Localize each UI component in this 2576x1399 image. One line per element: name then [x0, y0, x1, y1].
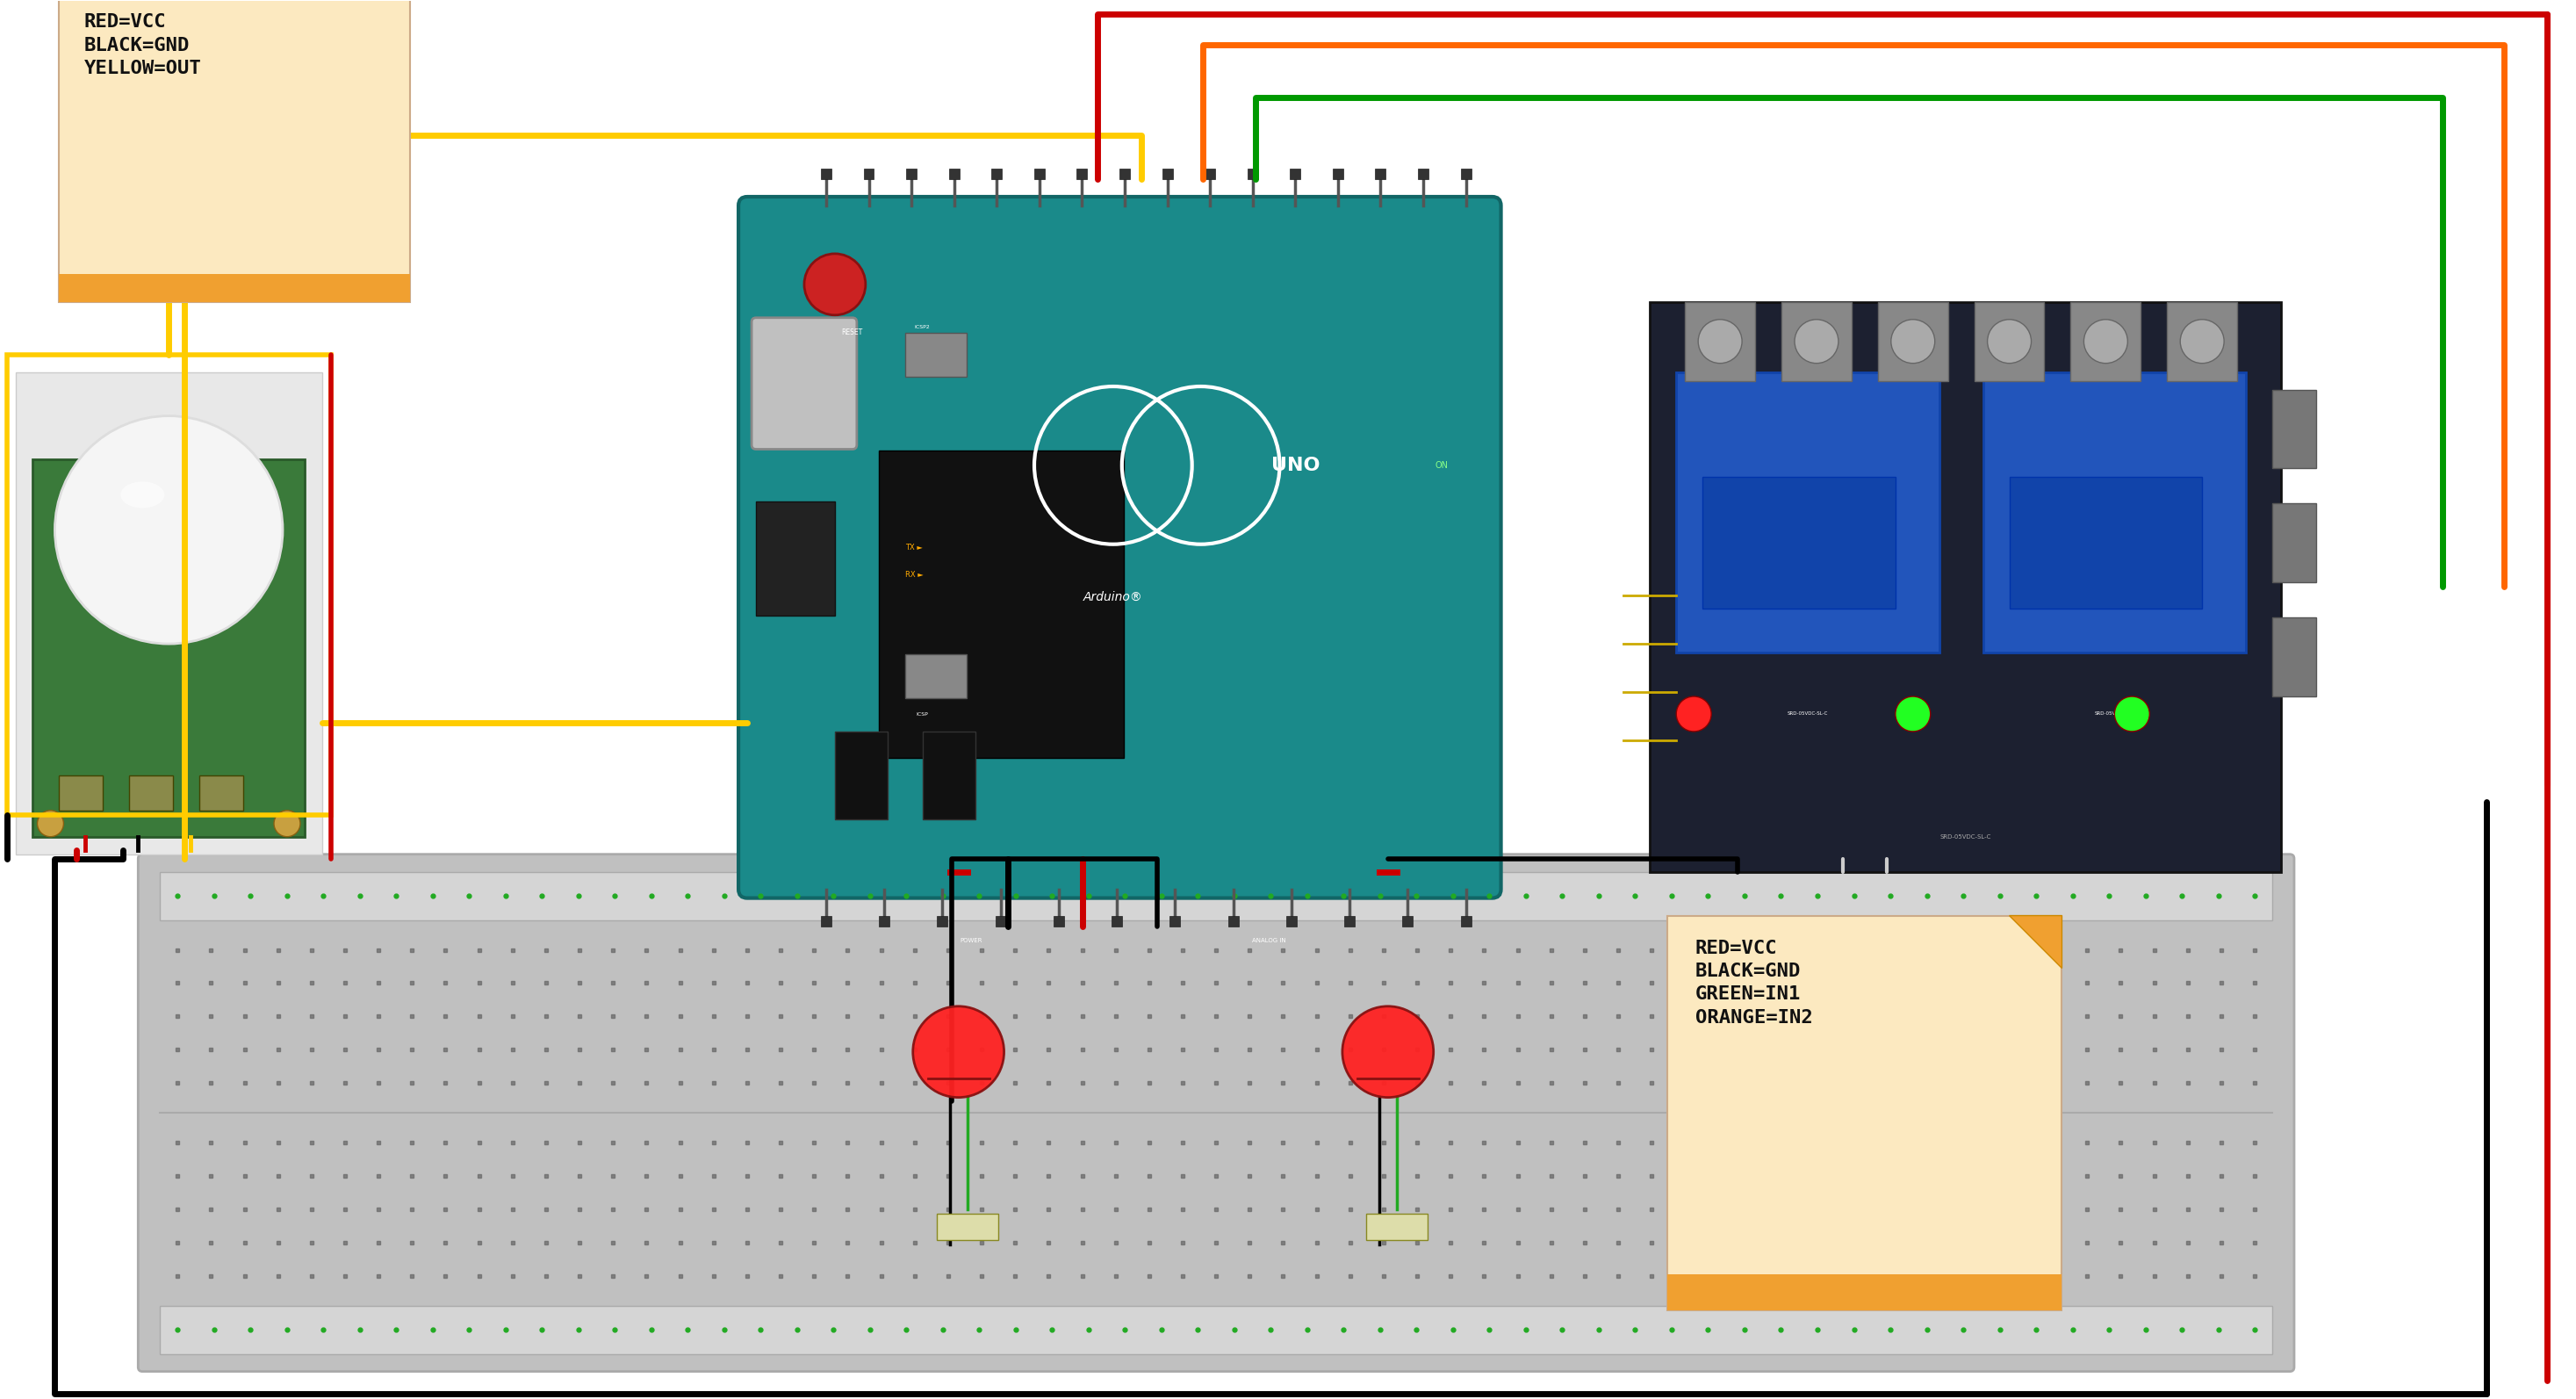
Ellipse shape: [121, 481, 165, 508]
Text: ICSP: ICSP: [917, 712, 927, 716]
Text: SRD-05VDC-SL-C: SRD-05VDC-SL-C: [2094, 712, 2136, 716]
Circle shape: [36, 810, 64, 837]
Circle shape: [54, 416, 283, 644]
Bar: [822, 915, 832, 926]
Bar: [1783, 302, 1852, 381]
Bar: [938, 915, 948, 926]
Text: POWER: POWER: [958, 937, 981, 943]
Bar: [822, 169, 832, 179]
Circle shape: [1896, 697, 1929, 732]
Bar: [1685, 302, 1754, 381]
Bar: [2009, 477, 2202, 609]
Bar: [2272, 617, 2316, 697]
Bar: [904, 653, 966, 698]
Bar: [1461, 915, 1471, 926]
FancyBboxPatch shape: [739, 197, 1502, 898]
Bar: [1878, 302, 1947, 381]
Polygon shape: [2009, 915, 2061, 968]
Circle shape: [1677, 697, 1710, 732]
Bar: [992, 169, 1002, 179]
Bar: [878, 915, 889, 926]
Bar: [1345, 915, 1355, 926]
Bar: [907, 169, 917, 179]
Bar: [1417, 169, 1430, 179]
Bar: [2272, 504, 2316, 582]
Bar: [129, 775, 173, 810]
Bar: [1376, 169, 1386, 179]
Bar: [1677, 372, 1940, 652]
Circle shape: [1989, 319, 2032, 364]
Bar: [1206, 169, 1216, 179]
Circle shape: [912, 1006, 1005, 1097]
Text: ICSP2: ICSP2: [914, 325, 930, 329]
Bar: [878, 450, 1123, 758]
Bar: [938, 1214, 997, 1241]
Text: ON: ON: [1435, 460, 1448, 470]
Bar: [59, 274, 410, 302]
Bar: [1651, 302, 2280, 872]
Text: Arduino®: Arduino®: [1084, 590, 1144, 603]
Text: TX ►: TX ►: [904, 543, 922, 551]
Bar: [1247, 169, 1257, 179]
Text: ANALOG IN: ANALOG IN: [1252, 937, 1285, 943]
Bar: [8, 354, 330, 814]
Bar: [2166, 302, 2236, 381]
Circle shape: [1795, 319, 1839, 364]
Bar: [1113, 915, 1123, 926]
Bar: [160, 872, 2272, 921]
Bar: [1401, 915, 1414, 926]
Bar: [59, 0, 410, 302]
Bar: [948, 169, 958, 179]
Bar: [1667, 1274, 2061, 1309]
Bar: [863, 169, 873, 179]
Bar: [994, 915, 1005, 926]
Bar: [1054, 915, 1064, 926]
Bar: [1229, 915, 1239, 926]
Bar: [1033, 169, 1046, 179]
Bar: [1973, 302, 2045, 381]
Bar: [1285, 915, 1296, 926]
Circle shape: [1342, 1006, 1432, 1097]
Circle shape: [2084, 319, 2128, 364]
Bar: [15, 372, 322, 855]
Bar: [1291, 169, 1301, 179]
Bar: [1984, 372, 2246, 652]
Circle shape: [2179, 319, 2223, 364]
Bar: [59, 775, 103, 810]
Circle shape: [1891, 319, 1935, 364]
Bar: [33, 460, 304, 837]
Circle shape: [804, 253, 866, 315]
Bar: [160, 1305, 2272, 1354]
Bar: [1170, 915, 1180, 926]
Bar: [1365, 1214, 1427, 1241]
Text: UNO: UNO: [1270, 456, 1319, 474]
Bar: [922, 732, 976, 820]
Bar: [1162, 169, 1172, 179]
Text: RED=VCC
BLACK=GND
GREEN=IN1
ORANGE=IN2: RED=VCC BLACK=GND GREEN=IN1 ORANGE=IN2: [1695, 939, 1814, 1027]
Bar: [1121, 169, 1131, 179]
Bar: [1703, 477, 1896, 609]
Text: RX ►: RX ►: [904, 571, 922, 579]
Text: SRD-05VDC-SL-C: SRD-05VDC-SL-C: [1788, 712, 1829, 716]
Text: RED=VCC
BLACK=GND
YELLOW=OUT: RED=VCC BLACK=GND YELLOW=OUT: [85, 14, 201, 77]
Circle shape: [273, 810, 301, 837]
Bar: [1461, 169, 1471, 179]
Bar: [904, 333, 966, 376]
Bar: [1077, 169, 1087, 179]
Bar: [755, 502, 835, 616]
FancyBboxPatch shape: [139, 855, 2295, 1371]
Bar: [1332, 169, 1342, 179]
Bar: [2071, 302, 2141, 381]
Circle shape: [2115, 697, 2148, 732]
Bar: [835, 732, 889, 820]
Bar: [1667, 915, 2061, 1309]
Bar: [2272, 389, 2316, 469]
Text: DIGITAL (PWM~): DIGITAL (PWM~): [1092, 150, 1146, 157]
Text: RESET: RESET: [842, 329, 863, 336]
Bar: [198, 775, 242, 810]
Text: SRD-05VDC-SL-C: SRD-05VDC-SL-C: [1940, 834, 1991, 839]
FancyBboxPatch shape: [752, 318, 858, 449]
Circle shape: [1698, 319, 1741, 364]
